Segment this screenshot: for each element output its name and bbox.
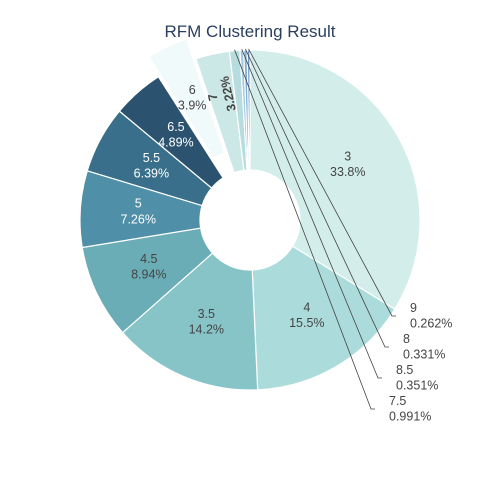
pie-slice-4 [251,245,396,391]
leader-line-9 [248,48,396,317]
leader-line-8-5 [241,49,382,379]
slice-label-4: 4 15.5% [289,301,324,331]
pie-slice-6-5 [118,75,224,189]
slice-label-3-5: 3.5 14.2% [189,307,224,337]
slice-label-8: 8 0.331% [403,332,445,362]
leader-line-7-5 [234,49,375,410]
slice-label-5-5: 5.5 6.39% [134,151,169,181]
pie-slice-9 [246,49,251,171]
leader-line-8 [245,48,389,348]
slice-label-4-5: 4.5 8.94% [131,252,166,282]
pie-slice-6 [148,38,226,159]
slice-label-8-5: 8.5 0.351% [396,363,438,393]
slice-label-3: 3 33.8% [330,149,365,179]
pie-slices [79,38,421,391]
pie-slice-3-5 [121,252,259,391]
slice-label-9: 9 0.262% [410,301,452,331]
slice-label-6-5: 6.5 4.89% [158,120,193,150]
pie-slice-3 [249,49,421,310]
chart-title: RFM Clustering Result [165,22,336,41]
slice-label-6: 6 3.9% [178,83,207,113]
slice-label-5: 5 7.26% [121,197,156,227]
slice-label-7-5: 7.5 0.991% [389,394,431,424]
